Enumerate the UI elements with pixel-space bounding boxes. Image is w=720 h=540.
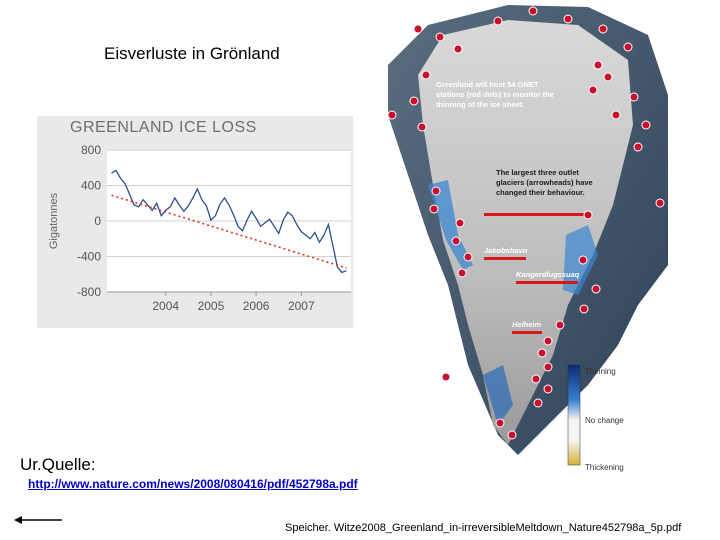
x-tick-label: 2007: [288, 299, 315, 313]
ice-loss-chart: 800 400 0 -400 -800 2004 2005 2006 2007 Gigatonne…: [48, 143, 351, 313]
y-tick-label: -800: [77, 285, 101, 299]
y-tick-label: 400: [81, 179, 101, 193]
ice-sheet: [418, 20, 633, 445]
glacier-kangerdlugssuaq: Kangerdlugssuaq: [516, 270, 580, 279]
greenland-map: Greenland will host 54 GNET stations (re…: [387, 5, 668, 482]
y-tick-label: 0: [94, 214, 101, 228]
ice-loss-line: [111, 169, 347, 274]
chart-title: GREENLAND ICE LOSS: [70, 119, 257, 136]
legend-thickening: Thickening: [585, 463, 624, 472]
slide-title: Eisverluste in Grönland: [104, 44, 280, 63]
footer-citation: Speicher. Witze2008_Greenland_in-irrever…: [285, 522, 682, 534]
legend-no-change: No change: [585, 416, 624, 425]
callout-stations-line1: Greenland will host 54 GNET: [436, 80, 539, 89]
gnet-stations: [387, 6, 665, 440]
y-tick-label: -400: [77, 250, 101, 264]
change-legend-bar: [567, 364, 581, 466]
y-axis-label: Gigatonnes: [48, 192, 60, 249]
x-tick-label: 2006: [243, 299, 270, 313]
x-tick-label: 2004: [152, 299, 179, 313]
glacier-jakobshavn: Jakobshavn: [484, 246, 528, 255]
svg-text:Greenland will host 54 GNET: Greenland will host 54 GNET stations (re…: [436, 80, 556, 109]
source-link[interactable]: http://www.nature.com/news/2008/080416/p…: [28, 477, 358, 491]
y-tick-label: 800: [81, 143, 101, 157]
back-arrow-icon[interactable]: [14, 514, 64, 526]
x-tick-label: 2005: [198, 299, 225, 313]
ice-loss-chart-panel: GREENLAND ICE LOSS 800 400 0 -400 -800 2004 20…: [37, 116, 353, 328]
glacier-helheim: Helheim: [512, 320, 542, 329]
trend-line: [111, 194, 347, 269]
svg-text:The largest three outlet: The largest three outlet glaciers (arrow…: [496, 168, 595, 197]
legend-thinning: Thinning: [585, 367, 616, 376]
source-label: Ur.Quelle:: [20, 455, 96, 474]
